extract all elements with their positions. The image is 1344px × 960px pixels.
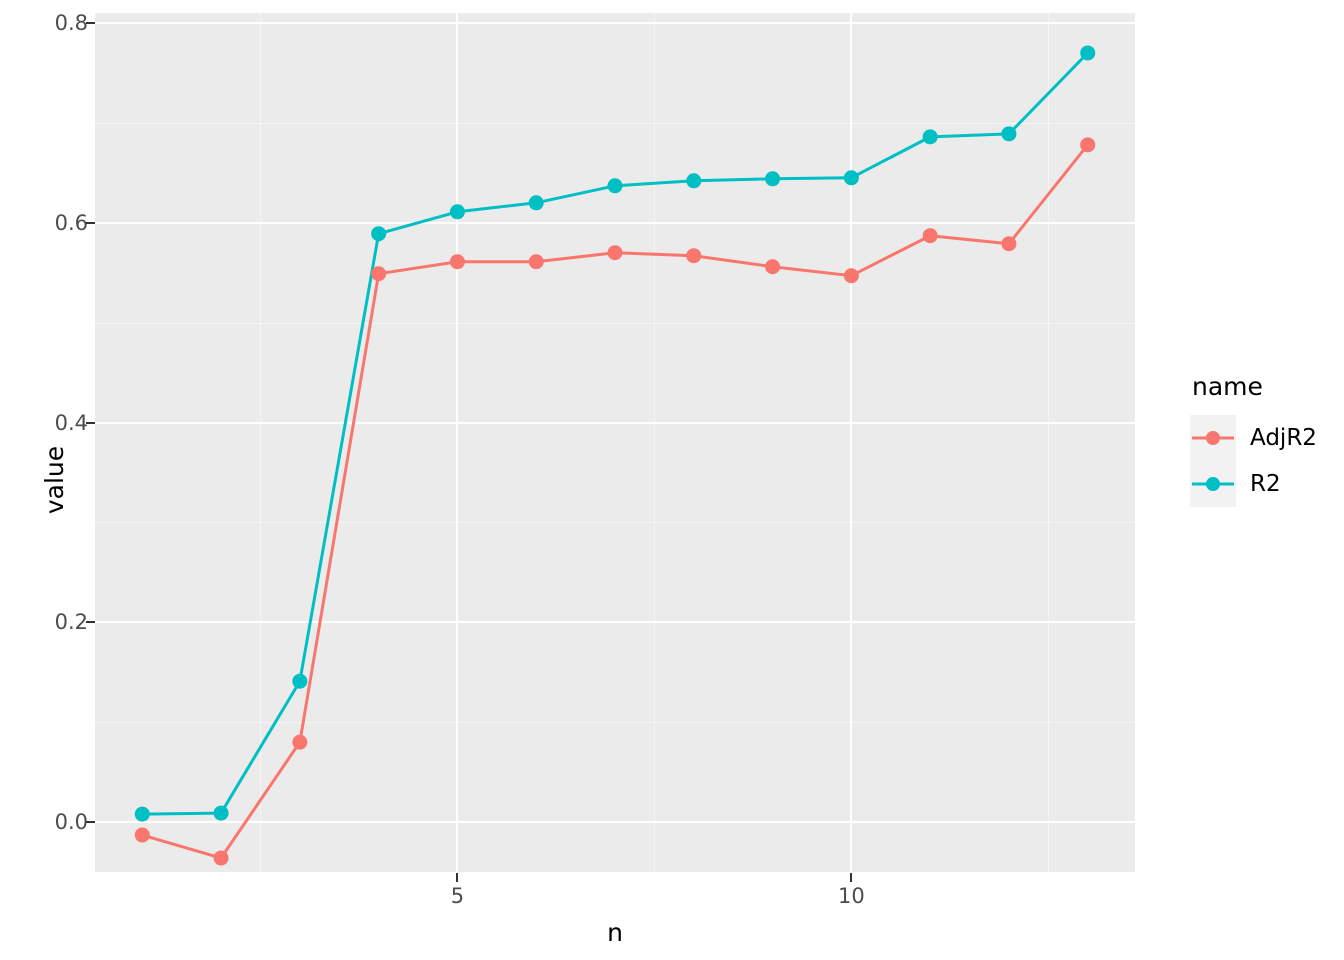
data-point — [449, 204, 465, 220]
data-point — [213, 850, 229, 866]
x-tick-mark — [456, 873, 459, 882]
data-point — [213, 805, 229, 821]
legend-label: AdjR2 — [1250, 425, 1317, 451]
gridline-minor-vertical — [260, 13, 262, 872]
data-point — [528, 254, 544, 270]
gridline-minor-horizontal — [95, 322, 1135, 324]
legend: name AdjR2 R2 — [1190, 372, 1340, 507]
gridline-minor-vertical — [1048, 13, 1050, 872]
data-point — [843, 268, 859, 284]
legend-key-swatch — [1190, 461, 1236, 507]
x-axis-title: n — [607, 918, 623, 947]
data-point — [134, 806, 150, 822]
gridline-minor-horizontal — [95, 122, 1135, 124]
data-point — [371, 266, 387, 282]
gridline-major-vertical — [456, 13, 459, 872]
data-point — [1001, 236, 1017, 252]
data-point — [686, 248, 702, 264]
y-tick-label: 0.6 — [54, 210, 88, 235]
legend-title: name — [1192, 372, 1263, 401]
gridline-major-horizontal — [95, 221, 1135, 224]
data-point — [292, 673, 308, 689]
x-tick-label: 5 — [450, 884, 465, 908]
data-point — [292, 734, 308, 750]
y-tick-mark — [86, 21, 95, 24]
data-point — [1080, 45, 1096, 61]
data-point — [607, 178, 623, 194]
x-tick-label: 10 — [837, 884, 865, 908]
gridline-major-horizontal — [95, 621, 1135, 624]
series-line-r2 — [140, 51, 1090, 816]
y-tick-label: 0.2 — [54, 610, 88, 635]
plot-panel — [95, 13, 1135, 872]
y-tick-mark — [86, 621, 95, 624]
gridline-major-vertical — [850, 13, 853, 872]
data-point — [371, 226, 387, 242]
gridline-minor-vertical — [654, 13, 656, 872]
y-tick-label: 0.8 — [54, 10, 88, 35]
data-point — [922, 228, 938, 244]
legend-label: R2 — [1250, 471, 1281, 497]
data-layer — [134, 45, 1096, 866]
gridline-minor-horizontal — [95, 522, 1135, 524]
gridline-major-horizontal — [95, 21, 1135, 24]
data-point — [1001, 126, 1017, 142]
legend-item-r2[interactable]: R2 — [1190, 461, 1340, 507]
data-point — [134, 827, 150, 843]
y-tick-label: 0.4 — [54, 410, 88, 435]
data-point — [765, 171, 781, 187]
data-point — [528, 195, 544, 211]
gridline-major-horizontal — [95, 421, 1135, 424]
legend-entries: AdjR2 R2 — [1190, 415, 1340, 507]
y-tick-label: 0.0 — [54, 810, 88, 835]
data-point — [607, 245, 623, 261]
data-point — [765, 259, 781, 275]
gridline-major-horizontal — [95, 821, 1135, 824]
data-point — [1080, 137, 1096, 153]
data-point — [449, 254, 465, 270]
gridline-minor-horizontal — [95, 722, 1135, 724]
legend-item-adjr2[interactable]: AdjR2 — [1190, 415, 1340, 461]
legend-key-swatch — [1190, 415, 1236, 461]
y-tick-mark — [86, 821, 95, 824]
data-point — [686, 173, 702, 189]
data-point — [922, 129, 938, 145]
x-tick-mark — [850, 873, 853, 882]
y-tick-mark — [86, 221, 95, 224]
data-point — [843, 170, 859, 186]
y-tick-mark — [86, 421, 95, 424]
